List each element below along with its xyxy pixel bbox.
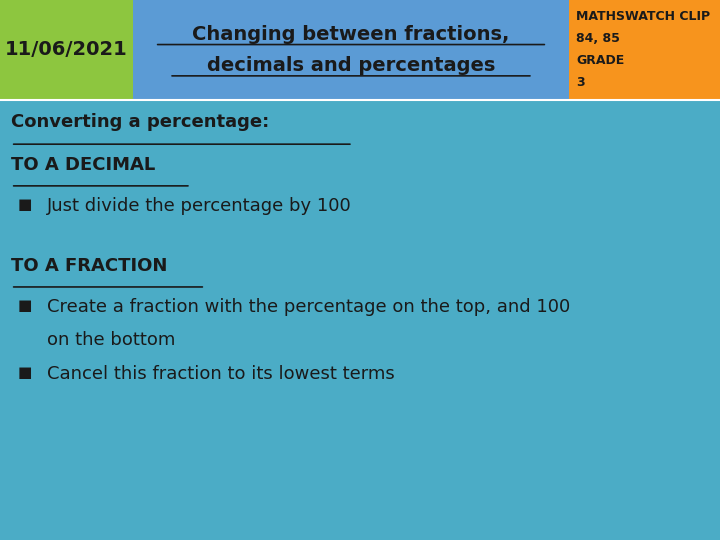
Text: ■: ■	[18, 298, 32, 313]
Text: Just divide the percentage by 100: Just divide the percentage by 100	[47, 197, 351, 215]
Text: GRADE: GRADE	[576, 54, 624, 67]
Text: decimals and percentages: decimals and percentages	[207, 56, 495, 75]
FancyBboxPatch shape	[0, 0, 133, 100]
FancyBboxPatch shape	[569, 0, 720, 100]
Text: Converting a percentage:: Converting a percentage:	[11, 113, 269, 131]
Text: Changing between fractions,: Changing between fractions,	[192, 25, 510, 44]
Text: ■: ■	[18, 197, 32, 212]
FancyBboxPatch shape	[133, 0, 569, 100]
Text: Cancel this fraction to its lowest terms: Cancel this fraction to its lowest terms	[47, 365, 395, 383]
Text: MATHSWATCH CLIP: MATHSWATCH CLIP	[576, 10, 710, 23]
Text: 11/06/2021: 11/06/2021	[5, 40, 128, 59]
Text: Create a fraction with the percentage on the top, and 100: Create a fraction with the percentage on…	[47, 298, 570, 316]
Text: on the bottom: on the bottom	[47, 331, 175, 349]
Text: TO A DECIMAL: TO A DECIMAL	[11, 156, 155, 174]
Text: 3: 3	[576, 76, 585, 89]
Text: TO A FRACTION: TO A FRACTION	[11, 257, 167, 275]
Text: ■: ■	[18, 365, 32, 380]
Text: 84, 85: 84, 85	[576, 32, 620, 45]
